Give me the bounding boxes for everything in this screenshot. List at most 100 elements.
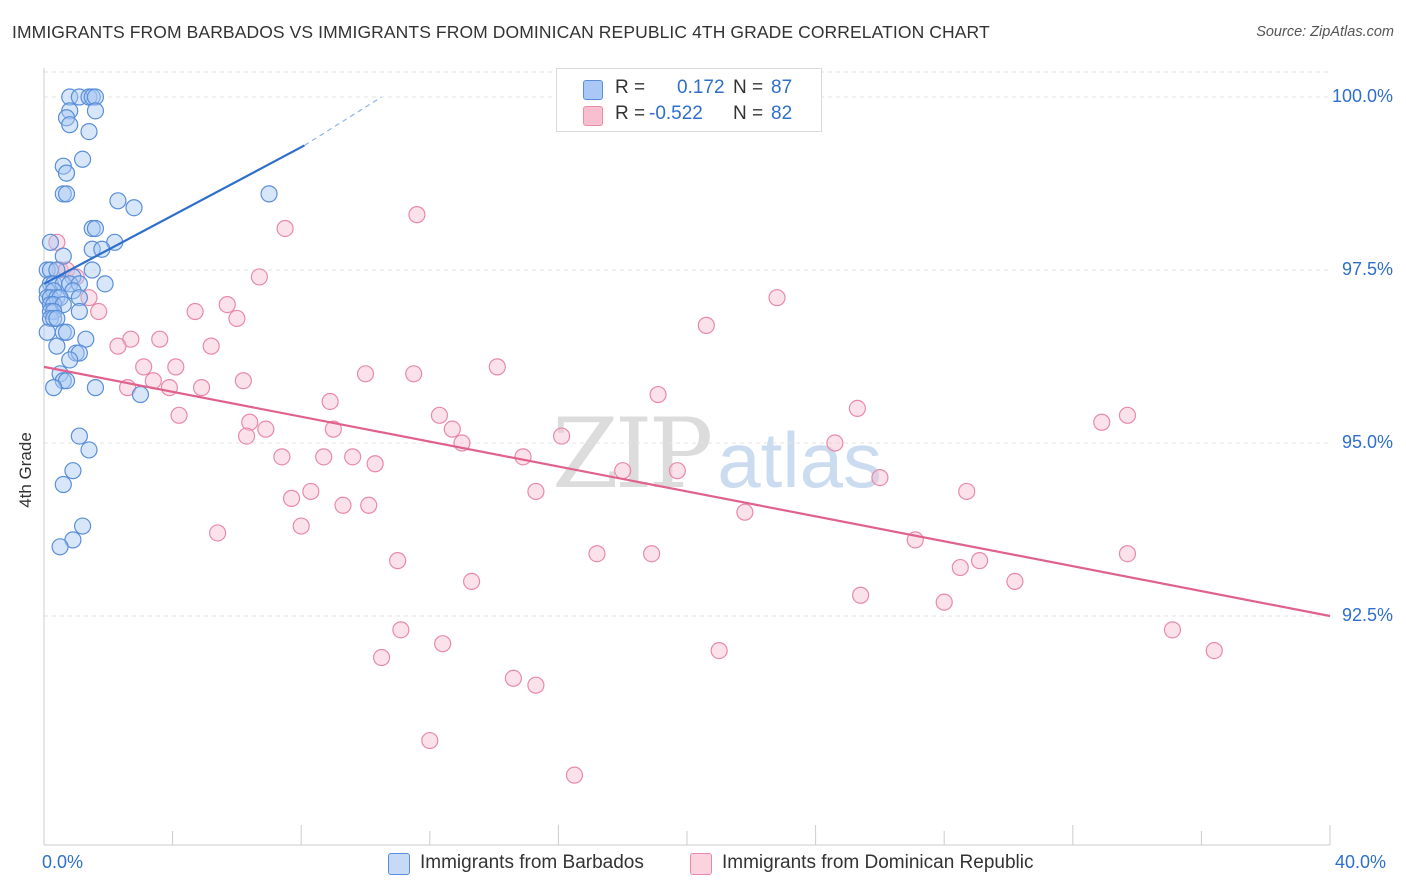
dominican-point <box>768 289 786 307</box>
barbados-point <box>70 289 88 307</box>
barbados-points <box>38 88 278 556</box>
barbados-point <box>125 199 143 217</box>
barbados-point <box>86 219 105 238</box>
barbados-point <box>41 233 60 251</box>
dominican-point <box>228 309 246 328</box>
legend-n-value: 87 <box>771 77 793 98</box>
dominican-point <box>315 448 333 466</box>
barbados-point <box>73 517 92 535</box>
correlation-legend: R = 0.172 N = 87 R = -0.522 N = 82 <box>556 68 822 132</box>
dominican-point <box>527 482 545 501</box>
dominican-point <box>488 358 506 376</box>
dominican-point <box>392 621 410 639</box>
dominican-point <box>668 462 686 480</box>
dominican-point <box>135 358 153 376</box>
barbados-point <box>96 275 114 293</box>
legend-n-label: N = <box>733 77 764 98</box>
dominican-point <box>710 641 728 660</box>
dominican-point <box>151 330 169 348</box>
dominican-point <box>951 558 969 577</box>
y-tick-label: 97.5% <box>1341 259 1393 279</box>
dominican-point <box>588 545 606 563</box>
y-axis-label: 4th Grade <box>16 432 35 508</box>
dominican-point <box>852 586 870 604</box>
dominican-point <box>443 420 461 438</box>
dominican-point <box>826 434 844 452</box>
dominican-point <box>372 648 391 667</box>
dominican-point <box>1205 641 1223 660</box>
dominican-point <box>186 302 204 321</box>
dominican-point <box>250 268 269 286</box>
watermark-atlas: atlas <box>717 416 882 504</box>
barbados-point <box>45 379 63 397</box>
barbados-point <box>70 275 88 293</box>
barbados-point <box>70 427 88 445</box>
legend-n-label: N = <box>733 103 764 124</box>
barbados-point <box>54 247 72 265</box>
dominican-point <box>565 766 584 784</box>
dominican-point <box>430 406 449 424</box>
dominican-point <box>736 503 754 521</box>
legend-r-value: -0.522 <box>649 103 703 124</box>
barbados-point <box>70 344 88 362</box>
y-tick-label: 92.5% <box>1341 605 1393 625</box>
dominican-point <box>389 552 407 570</box>
dominican-point <box>282 489 301 507</box>
dominican-point <box>192 379 211 397</box>
barbados-point <box>54 475 72 494</box>
barbados-point <box>41 261 60 279</box>
barbados-point <box>61 116 79 134</box>
barbados-point <box>86 88 105 106</box>
dominican-point <box>334 496 352 514</box>
dominican-point <box>360 496 378 514</box>
dominican-point <box>302 482 320 501</box>
dominican-point <box>273 448 291 466</box>
dominican-point <box>958 482 976 501</box>
dominican-point <box>421 731 439 750</box>
dominican-point <box>1006 572 1024 591</box>
dominican-point <box>871 469 889 487</box>
dominican-point <box>614 462 632 480</box>
barbados-trend-extension <box>304 96 382 146</box>
dominican-points <box>48 206 1223 784</box>
barbados-point <box>57 164 76 182</box>
dominican-point <box>697 316 715 334</box>
barbados-point <box>61 351 79 369</box>
barbados-point <box>86 102 105 120</box>
legend-item-label: Immigrants from Dominican Republic <box>722 852 1034 873</box>
dominican-point <box>434 635 452 653</box>
dominican-point <box>344 448 362 466</box>
dominican-point <box>234 372 252 390</box>
dominican-point <box>1163 621 1182 639</box>
barbados-swatch <box>583 80 603 100</box>
barbados-point <box>57 185 76 203</box>
dominican-swatch <box>583 106 603 126</box>
dominican-point <box>1118 406 1137 424</box>
barbados-point <box>48 337 66 355</box>
barbados-point <box>38 323 56 341</box>
dominican-trend-line <box>43 365 1331 618</box>
barbados-point <box>48 309 66 328</box>
chart-title: IMMIGRANTS FROM BARBADOS VS IMMIGRANTS F… <box>12 22 990 42</box>
x-tick-label-min: 0.0% <box>42 852 84 872</box>
dominican-point <box>935 593 953 611</box>
dominican-point <box>80 289 98 307</box>
dominican-point <box>527 676 545 694</box>
barbados-point <box>70 302 88 321</box>
barbados-point <box>83 261 101 279</box>
dominican-point <box>848 399 866 417</box>
legend-r-label: R = <box>615 77 646 98</box>
dominican-point <box>553 427 571 445</box>
dominican-point <box>48 233 66 251</box>
barbados-point <box>260 185 278 203</box>
dominican-point <box>292 517 310 535</box>
y-tick-label: 95.0% <box>1341 432 1393 452</box>
x-tick-label-max: 40.0% <box>1335 852 1387 872</box>
dominican-point <box>970 552 989 570</box>
dominican-point <box>405 365 423 383</box>
dominican-point <box>167 358 185 376</box>
y-tick-label: 100.0% <box>1331 86 1393 106</box>
dominican-point <box>324 420 342 438</box>
dominican-point <box>643 545 661 563</box>
